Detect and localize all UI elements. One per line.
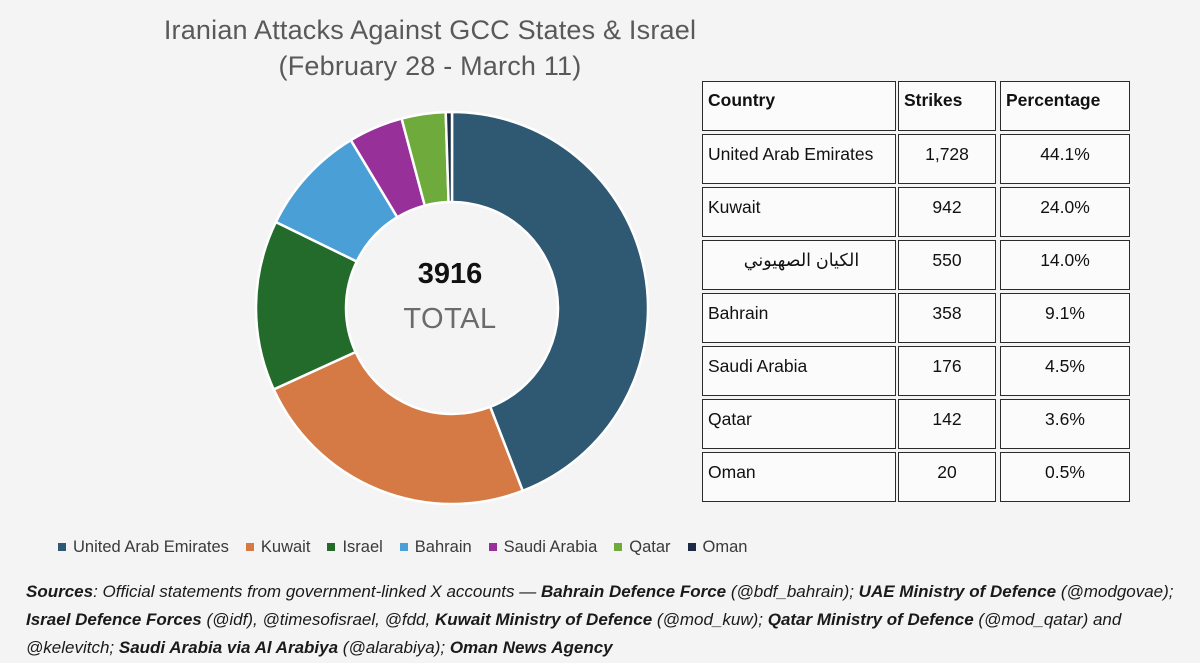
table-cell-percentage: 24.0% [1000, 187, 1130, 237]
table-cell-strikes: 176 [898, 346, 996, 396]
legend-swatch [614, 543, 623, 551]
sources-note: Sources: Official statements from govern… [26, 578, 1176, 662]
sources-text-7: (@alarabiya); [338, 638, 450, 657]
table-cell-strikes: 550 [898, 240, 996, 290]
table-cell-country: Saudi Arabia [702, 346, 896, 396]
table-cell-country: Bahrain [702, 293, 896, 343]
donut-center-label: TOTAL [403, 303, 497, 335]
legend-label: Kuwait [260, 537, 311, 556]
source-uae: UAE Ministry of Defence [858, 582, 1057, 601]
sources-text-3: (@modgovae); [1056, 582, 1174, 601]
table-cell-percentage: 0.5% [1000, 452, 1130, 502]
source-qatar: Qatar Ministry of Defence [767, 610, 974, 629]
sources-label: Sources [26, 582, 94, 601]
donut-center-total: 3916 [417, 258, 483, 290]
legend-label: Saudi Arabia [503, 537, 598, 556]
legend-item-united-arab-emirates: United Arab Emirates [58, 538, 229, 557]
source-saudi: Saudi Arabia via Al Arabiya [118, 638, 339, 657]
table-header-percentage: Percentage [1000, 81, 1130, 131]
sources-text-5: (@mod_kuw); [652, 610, 768, 629]
legend-item-kuwait: Kuwait [245, 537, 311, 557]
legend-item-bahrain: Bahrain [399, 537, 472, 557]
legend-item-israel: Israel [327, 537, 383, 557]
table-cell-strikes: 358 [898, 293, 996, 343]
chart-title: Iranian Attacks Against GCC States & Isr… [110, 12, 750, 84]
table-cell-percentage: 3.6% [1000, 399, 1130, 449]
legend-swatch [399, 543, 408, 551]
table-cell-strikes: 142 [898, 399, 996, 449]
table-cell-strikes: 20 [898, 452, 996, 502]
legend-label: Qatar [629, 537, 671, 556]
legend-swatch [327, 543, 336, 551]
legend-label: United Arab Emirates [73, 537, 229, 556]
sources-text-6: (@mod_qatar) and @kelevitch; [26, 610, 1122, 657]
table-cell-country: Kuwait [702, 187, 896, 237]
table-cell-country: Qatar [702, 399, 896, 449]
table-cell-percentage: 9.1% [1000, 293, 1130, 343]
chart-legend: United Arab Emirates Kuwait Israel Bahrain S… [58, 536, 918, 558]
source-bahrain: Bahrain Defence Force [540, 582, 727, 601]
chart-title-line2: (February 28 - March 11) [278, 51, 582, 81]
table-header-strikes: Strikes [898, 81, 996, 131]
legend-label: Oman [702, 537, 748, 556]
donut-slice-kuwait [272, 350, 525, 506]
table-cell-percentage: 4.5% [1000, 346, 1130, 396]
table-cell-country: United Arab Emirates [702, 134, 896, 184]
legend-label: Bahrain [414, 537, 472, 556]
donut-slice-oman [444, 110, 454, 204]
chart-title-line1: Iranian Attacks Against GCC States & Isr… [163, 15, 697, 45]
legend-item-saudi-arabia: Saudi Arabia [488, 537, 598, 557]
source-israel: Israel Defence Forces [26, 610, 202, 629]
table-header-country: Country [702, 81, 896, 131]
legend-swatch [687, 543, 696, 551]
legend-swatch [245, 543, 254, 551]
legend-swatch [58, 543, 66, 551]
source-oman: Oman News Agency [449, 638, 613, 657]
legend-item-oman: Oman [687, 537, 748, 557]
table-cell-country: الكيان الصهيوني [702, 240, 896, 290]
table-cell-strikes: 942 [898, 187, 996, 237]
legend-swatch [488, 543, 497, 551]
legend-label: Israel [342, 537, 383, 556]
donut-chart [254, 110, 650, 506]
donut-slice-united-arab-emirates [450, 110, 650, 493]
table-cell-country: Oman [702, 452, 896, 502]
sources-text-4: (@idf), @timesofisrael, @fdd, [201, 610, 435, 629]
legend-item-qatar: Qatar [614, 537, 671, 557]
source-kuwait: Kuwait Ministry of Defence [434, 610, 653, 629]
table-cell-strikes: 1,728 [898, 134, 996, 184]
table-cell-percentage: 44.1% [1000, 134, 1130, 184]
sources-text-1: : Official statements from government-li… [93, 582, 541, 601]
table-cell-percentage: 14.0% [1000, 240, 1130, 290]
sources-text-2: (@bdf_bahrain); [726, 582, 859, 601]
